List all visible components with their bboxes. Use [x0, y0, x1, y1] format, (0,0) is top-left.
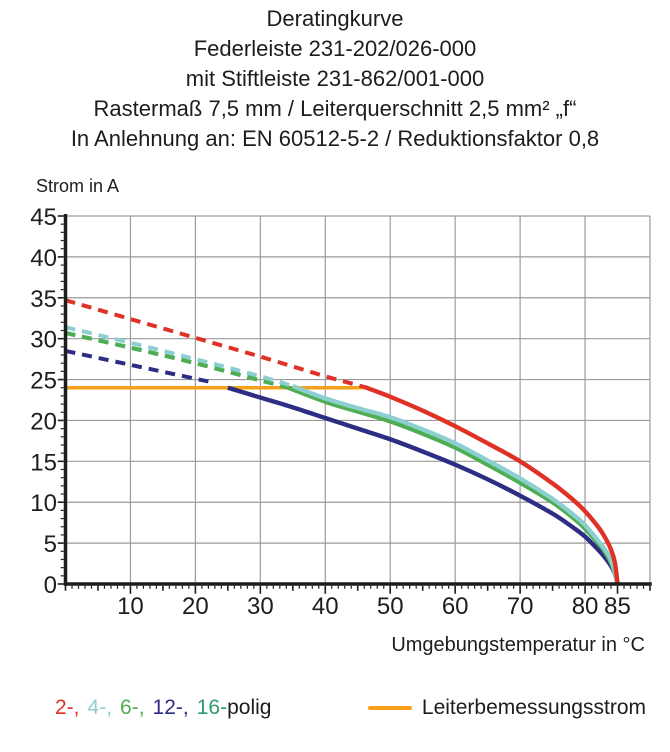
- title-line-3: mit Stiftleiste 231-862/001-000: [185, 66, 485, 91]
- rated-current-label: Leiterbemessungsstrom: [421, 696, 646, 719]
- legend-rated-current: Leiterbemessungsstrom: [367, 696, 646, 720]
- x-tick-label: 10: [117, 593, 144, 620]
- y-axis-title: Strom in A: [36, 176, 120, 196]
- curve-dashed-2-polig: [64, 298, 365, 389]
- title-line-1: Deratingkurve: [266, 6, 404, 31]
- legend: 2-, 4-, 6-, 12-, 16- polig Leiterbemessu…: [55, 696, 646, 720]
- x-tick-label: 50: [377, 593, 404, 620]
- rated-current-line-swatch: [367, 706, 412, 710]
- legend-polig-suffix: polig: [227, 696, 272, 719]
- y-tick-label: 35: [30, 286, 57, 313]
- x-axis-title: Umgebungstemperatur in °C: [391, 634, 645, 656]
- y-tick-label: 5: [44, 531, 57, 558]
- y-tick-label: 30: [30, 327, 57, 354]
- y-tick-label: 40: [30, 245, 57, 272]
- x-tick-label: 85: [604, 593, 631, 620]
- legend-pole-counts: 2-, 4-, 6-, 12-, 16- polig: [55, 696, 271, 720]
- curve-solid-12-polig: [227, 385, 620, 585]
- y-tick-label: 25: [30, 368, 57, 395]
- curve-solid-4-polig: [292, 384, 620, 585]
- curve-dashed-6-polig: [65, 330, 287, 389]
- title-block: Deratingkurve Federleiste 231-202/026-00…: [0, 4, 670, 154]
- y-tick-label: 0: [44, 572, 57, 599]
- x-tick-label: 30: [247, 593, 274, 620]
- x-tick-label: 80: [572, 593, 599, 620]
- x-tick-label: 20: [182, 593, 209, 620]
- x-tick-label: 70: [507, 593, 534, 620]
- y-tick-label: 15: [30, 449, 57, 476]
- y-tick-label: 10: [30, 490, 57, 517]
- derating-chart: 10 20 30 40 50 60 70 80 85 0 5 10 15 20 25 30 35 40 45: [30, 204, 652, 620]
- legend-item-12polig: 12-,: [152, 696, 189, 719]
- x-tick-label: 40: [312, 593, 339, 620]
- legend-item-16polig: 16-: [196, 696, 228, 719]
- curve-solid-6-polig: [285, 384, 620, 585]
- x-tick-label: 60: [442, 593, 469, 620]
- legend-item-2polig: 2-,: [55, 696, 80, 719]
- y-tick-label: 20: [30, 408, 57, 435]
- legend-item-4polig: 4-,: [87, 696, 113, 719]
- curve-solid-2-polig: [363, 384, 620, 585]
- y-tick-label: 45: [30, 204, 57, 231]
- curve-dashed-4-polig: [65, 325, 294, 389]
- curve-solid-16-polig: [285, 384, 620, 585]
- legend-item-6polig: 6-,: [120, 696, 145, 719]
- title-line-5: In Anlehnung an: EN 60512-5-2 / Reduktio…: [70, 126, 600, 151]
- curve-dashed-12-polig: [65, 348, 216, 385]
- title-line-2: Federleiste 231-202/026-000: [193, 36, 477, 61]
- title-line-4: Rastermaß 7,5 mm / Leiterquerschnitt 2,5…: [93, 96, 577, 121]
